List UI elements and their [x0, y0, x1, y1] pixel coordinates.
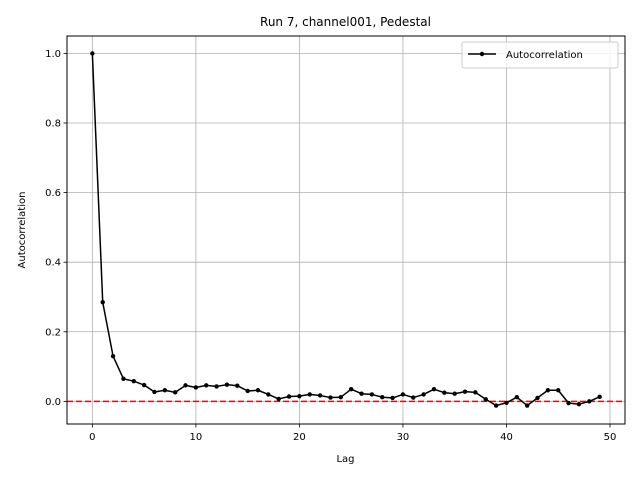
data-point — [90, 51, 95, 56]
data-point — [214, 384, 219, 389]
data-point — [224, 382, 230, 387]
data-point — [162, 388, 168, 393]
data-point — [338, 395, 344, 400]
y-axis-ticks: 0.0 0.2 0.4 0.6 0.8 1.0 — [45, 49, 67, 408]
data-point — [545, 388, 551, 393]
legend-marker-sample — [479, 51, 485, 57]
data-point — [493, 403, 499, 408]
data-point — [172, 390, 178, 395]
plot-frame — [66, 35, 626, 425]
data-point — [266, 392, 271, 397]
x-axis-label: Lag — [336, 454, 354, 465]
legend-box — [461, 41, 619, 69]
y-tick-label: 0.6 — [45, 188, 61, 199]
data-point — [141, 382, 147, 388]
data-point — [576, 401, 582, 407]
data-point — [462, 389, 468, 394]
data-point — [328, 395, 333, 400]
data-point — [121, 376, 126, 381]
data-point — [473, 390, 478, 395]
data-point — [255, 388, 261, 393]
data-point — [431, 387, 437, 392]
data-point — [110, 353, 116, 359]
data-point — [100, 300, 105, 305]
data-point — [421, 392, 426, 397]
data-point — [380, 395, 385, 400]
data-point — [452, 391, 457, 396]
y-tick-label: 0.4 — [45, 258, 61, 269]
data-point — [348, 387, 354, 392]
x-tick-label: 50 — [604, 432, 617, 443]
data-point — [369, 392, 375, 397]
y-tick-label: 0.0 — [45, 397, 61, 408]
data-point — [524, 403, 530, 408]
x-tick-label: 40 — [500, 432, 513, 443]
data-point — [307, 392, 312, 397]
y-tick-label: 0.2 — [45, 327, 61, 338]
data-point — [276, 396, 281, 402]
legend-label: Autocorrelation — [506, 50, 583, 61]
legend: Autocorrelation — [461, 41, 619, 69]
data-point — [587, 399, 592, 404]
data-point — [235, 383, 240, 388]
x-tick-label: 20 — [293, 432, 306, 443]
data-point — [131, 378, 136, 384]
data-point — [245, 388, 250, 394]
data-point — [152, 389, 157, 395]
chart-title: Run 7, channel001, Pedestal — [260, 15, 431, 29]
data-point — [483, 397, 488, 402]
data-point — [286, 394, 292, 399]
x-axis-ticks: 0 10 20 30 40 50 — [89, 424, 616, 443]
data-point — [183, 383, 188, 388]
data-point — [566, 400, 571, 406]
data-point — [514, 395, 520, 400]
y-axis-label: Autocorrelation — [17, 192, 28, 269]
data-point — [556, 388, 561, 393]
x-tick-label: 30 — [397, 432, 410, 443]
series-group — [90, 51, 602, 408]
data-point — [193, 385, 199, 390]
data-point — [442, 390, 447, 395]
data-point — [297, 393, 302, 399]
data-point — [400, 392, 406, 397]
data-point — [535, 395, 540, 401]
data-point — [359, 391, 364, 396]
data-point — [504, 400, 509, 405]
data-point — [204, 383, 209, 388]
y-tick-label: 0.8 — [45, 118, 61, 129]
y-tick-label: 1.0 — [45, 49, 61, 60]
data-point — [411, 395, 416, 400]
x-tick-label: 10 — [190, 432, 203, 443]
data-point — [597, 394, 602, 400]
x-tick-label: 0 — [89, 432, 95, 443]
data-point — [390, 395, 395, 401]
data-point — [317, 393, 323, 398]
